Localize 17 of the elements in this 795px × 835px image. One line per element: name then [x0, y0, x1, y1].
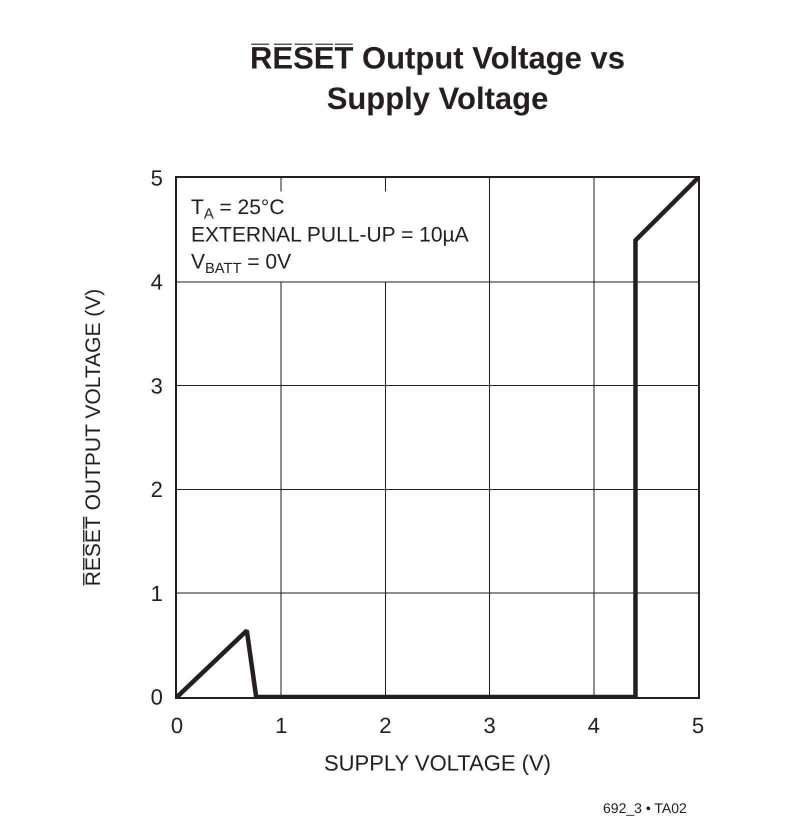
- x-tick-label: 5: [692, 713, 704, 738]
- chart-title: R̅E̅S̅E̅T̅ Output Voltage vs Supply Voltage: [250, 40, 625, 116]
- y-tick-label: 3: [150, 373, 163, 398]
- y-tick-label: 4: [150, 270, 163, 294]
- x-tick-label: 0: [170, 713, 184, 738]
- x-tick-label: 2: [379, 713, 392, 738]
- y-tick-label: 2: [150, 477, 163, 502]
- annotation: T$_{A}$ = 25°C EXTERNAL PULL-UP = 10µA V$_{BATT}$ = 0V: [191, 196, 469, 278]
- x-tick-label: 1: [275, 713, 288, 738]
- y-tick-label: 0: [150, 684, 163, 710]
- text: 692_3 • TA02: [603, 800, 687, 816]
- y-tick-label: 5: [150, 166, 163, 191]
- x-tick-label: 4: [588, 713, 600, 738]
- x-tick-label: 3: [483, 713, 496, 738]
- x-axis-title: SUPPLY VOLTAGE (V): [324, 750, 551, 776]
- y-tick-label: 1: [150, 580, 163, 606]
- y-axis-title: R̅E̅S̅E̅T̅ OUTPUT VOLTAGE (V): [82, 288, 106, 586]
